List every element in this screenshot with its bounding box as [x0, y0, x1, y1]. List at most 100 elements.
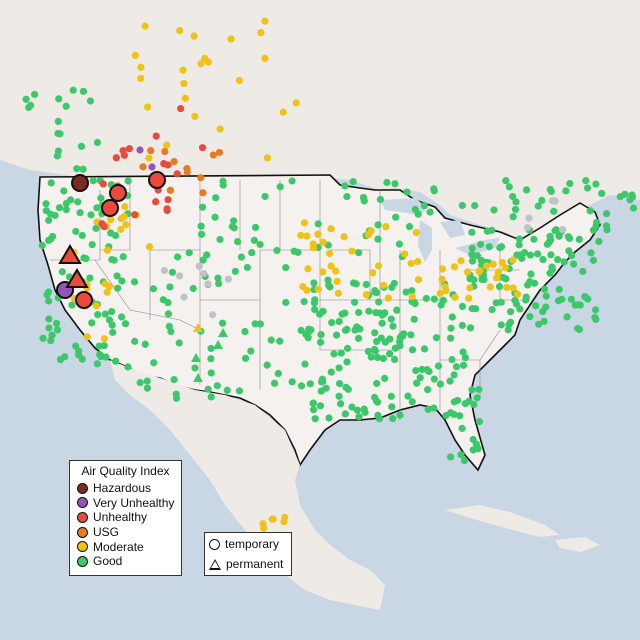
- station-marker: [547, 187, 555, 195]
- station-marker: [136, 378, 144, 387]
- station-marker: [459, 361, 468, 369]
- station-marker: [268, 515, 276, 523]
- station-marker: [565, 234, 574, 242]
- station-marker: [548, 266, 556, 274]
- station-marker: [227, 35, 235, 43]
- station-marker: [159, 296, 167, 304]
- legend-label: Unhealthy: [93, 510, 148, 525]
- station-marker: [141, 22, 149, 30]
- station-marker: [353, 406, 362, 414]
- station-marker: [60, 187, 68, 195]
- station-marker: [180, 79, 188, 88]
- station-marker: [121, 320, 130, 328]
- station-marker: [318, 375, 327, 383]
- station-marker: [282, 263, 290, 272]
- station-marker: [515, 241, 523, 249]
- station-marker: [509, 284, 517, 292]
- station-marker: [530, 235, 538, 243]
- station-marker: [430, 404, 438, 412]
- station-marker: [316, 402, 325, 410]
- station-marker: [189, 284, 197, 293]
- state-borders: [50, 180, 530, 420]
- station-marker: [574, 301, 583, 309]
- station-marker: [190, 32, 198, 40]
- station-marker: [365, 307, 373, 315]
- station-marker: [539, 255, 547, 264]
- station-marker: [176, 27, 184, 35]
- station-marker: [170, 157, 178, 166]
- station-marker: [78, 231, 86, 240]
- station-marker: [458, 321, 466, 330]
- station-marker: [388, 283, 396, 291]
- station-marker: [112, 154, 120, 162]
- station-marker: [43, 290, 51, 299]
- station-marker: [199, 256, 207, 264]
- station-marker: [375, 415, 383, 423]
- station-marker: [616, 193, 624, 201]
- station-marker: [230, 217, 238, 225]
- hispaniola: [555, 537, 600, 552]
- station-marker: [405, 222, 414, 231]
- station-marker: [458, 201, 466, 210]
- station-marker: [450, 263, 459, 271]
- circle-icon: [209, 538, 220, 550]
- station-marker: [241, 327, 249, 336]
- station-marker: [540, 285, 549, 293]
- station-marker: [69, 86, 77, 94]
- station-marker: [201, 54, 209, 63]
- station-marker: [336, 400, 345, 408]
- station-marker: [461, 354, 469, 362]
- station-marker: [314, 285, 322, 293]
- station-marker: [475, 417, 484, 426]
- station-marker: [311, 305, 319, 314]
- legend-item-very-unhealthy: Very Unhealthy: [70, 496, 181, 511]
- station-marker: [473, 252, 481, 260]
- legend-item-permanent: permanent: [205, 555, 291, 573]
- station-marker: [408, 346, 417, 354]
- station-marker: [137, 74, 145, 82]
- station-marker: [483, 227, 491, 235]
- station-marker: [136, 146, 144, 154]
- station-marker: [546, 232, 554, 240]
- station-marker: [448, 355, 456, 364]
- station-marker: [261, 54, 269, 62]
- permanent-monitor-marker: [193, 373, 203, 382]
- station-marker: [311, 296, 319, 304]
- station-marker: [100, 335, 108, 343]
- station-marker: [170, 376, 178, 384]
- unhealthy-swatch: [77, 511, 88, 523]
- station-marker: [545, 238, 554, 246]
- station-marker: [250, 236, 258, 244]
- station-marker: [629, 204, 638, 212]
- station-marker: [378, 319, 386, 327]
- station-marker: [88, 241, 96, 249]
- station-marker: [152, 132, 160, 140]
- station-marker: [141, 340, 149, 348]
- monitoring-stations: [22, 17, 638, 532]
- station-marker: [412, 366, 420, 375]
- cuba: [445, 505, 560, 537]
- station-marker: [108, 307, 116, 316]
- station-marker: [297, 382, 306, 390]
- station-marker: [535, 320, 543, 328]
- station-marker: [247, 347, 255, 355]
- basemap: [0, 0, 640, 610]
- mexico-landmass: [110, 360, 385, 610]
- station-marker: [110, 256, 118, 264]
- station-marker: [215, 148, 224, 157]
- station-marker: [468, 228, 476, 236]
- station-marker: [327, 368, 335, 376]
- station-marker: [575, 235, 583, 243]
- station-marker: [317, 387, 325, 395]
- station-marker: [180, 293, 188, 301]
- station-marker: [207, 355, 215, 363]
- station-marker: [310, 279, 318, 287]
- station-marker: [468, 386, 476, 394]
- station-marker: [77, 142, 86, 150]
- station-marker: [457, 451, 465, 459]
- temporary-monitor-marker: [148, 171, 166, 189]
- station-marker: [374, 235, 382, 243]
- station-marker: [131, 51, 140, 60]
- station-marker: [54, 147, 62, 155]
- station-marker: [211, 213, 219, 221]
